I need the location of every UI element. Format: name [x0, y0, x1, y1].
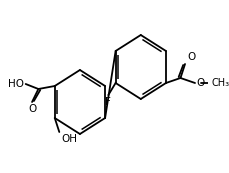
Text: O: O — [28, 104, 36, 114]
Text: F: F — [104, 97, 110, 107]
Text: HO: HO — [8, 79, 24, 89]
Text: O: O — [197, 78, 205, 88]
Text: OH: OH — [61, 134, 77, 144]
Text: CH₃: CH₃ — [211, 78, 229, 88]
Text: O: O — [188, 52, 196, 62]
